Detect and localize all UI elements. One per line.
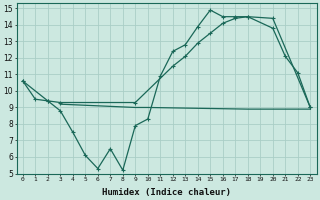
X-axis label: Humidex (Indice chaleur): Humidex (Indice chaleur) [102,188,231,197]
